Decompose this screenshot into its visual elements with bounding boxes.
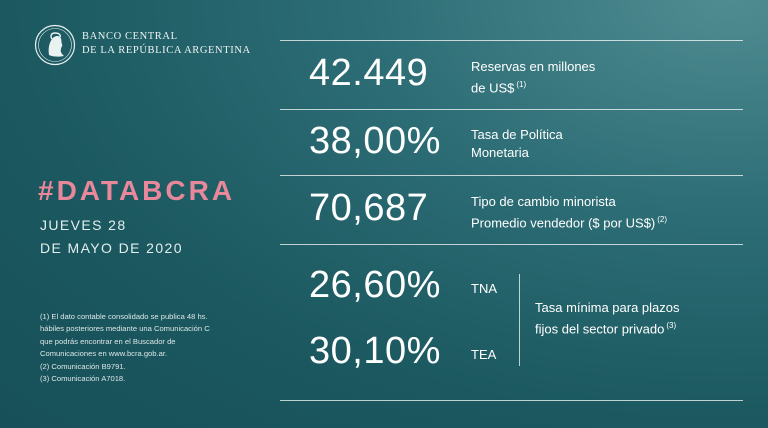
tasa-politica-label: Tasa de Política Monetaria [471,126,563,162]
bank-name-line2: DE LA REPÚBLICA ARGENTINA [82,45,251,56]
tea-value: 30,10% [309,330,441,372]
tipo-cambio-label-line1: Tipo de cambio minorista [471,194,616,209]
footnote-line: que podrás encontrar en el Buscador de [40,336,176,346]
reservas-label: Reservas en millones de US$ (1) [471,58,595,97]
bcra-logo-icon [34,24,76,66]
tipo-cambio-note: (2) [657,215,668,224]
hashtag-title: #DATABCRA [38,175,236,206]
tasa-politica-label-line2: Monetaria [471,145,529,160]
reservas-label-line2: de US$ [471,80,515,96]
vertical-divider [519,274,520,366]
tasa-politica-value: 38,00% [309,120,441,162]
footnotes: (1) El dato contable consolidado se publ… [40,311,280,385]
tasa-minima-note: (3) [666,321,677,330]
divider [280,175,743,176]
reservas-label-line1: Reservas en millones [471,59,596,74]
bank-name: BANCO CENTRAL DE LA REPÚBLICA ARGENTINA [82,30,251,58]
footnote-line: (2) Comunicación B9791. [40,361,126,371]
date-line2: DE MAYO DE 2020 [40,240,183,256]
divider [280,244,743,245]
divider [280,400,743,401]
reservas-value: 42.449 [309,52,429,94]
tasa-minima-label-line2-wrap: fijos del sector privado (3) [535,317,680,338]
bank-name-line1: BANCO CENTRAL [82,31,178,42]
date-line1: JUEVES 28 [40,217,127,233]
footnote-line: (3) Comunicación A7018. [40,374,126,384]
reservas-note: (1) [516,80,527,89]
tasa-minima-label-line2: fijos del sector privado [535,321,665,337]
divider [280,109,743,110]
footnote-line: (1) El dato contable consolidado se publ… [40,312,208,321]
tipo-cambio-label-line2: Promedio vendedor ($ por US$) [471,215,656,231]
tasa-minima-label-line1: Tasa mínima para plazos [535,300,680,315]
report-date: JUEVES 28 DE MAYO DE 2020 [40,214,183,260]
tasa-politica-label-line1: Tasa de Política [471,127,563,142]
divider [280,40,743,41]
tasa-minima-label: Tasa mínima para plazos fijos del sector… [535,299,680,338]
tipo-cambio-label: Tipo de cambio minorista Promedio vended… [471,193,667,232]
tea-tag: TEA [471,347,497,362]
tna-tag: TNA [471,281,497,296]
footnote-line: hábiles posteriores mediante una Comunic… [40,324,210,334]
reservas-label-line2-wrap: de US$ (1) [471,76,595,97]
footnote-line: Comunicaciones en www.bcra.gob.ar. [40,349,168,359]
tna-value: 26,60% [309,264,441,306]
tipo-cambio-label-line2-wrap: Promedio vendedor ($ por US$) (2) [471,211,667,232]
tipo-cambio-value: 70,687 [309,187,429,229]
